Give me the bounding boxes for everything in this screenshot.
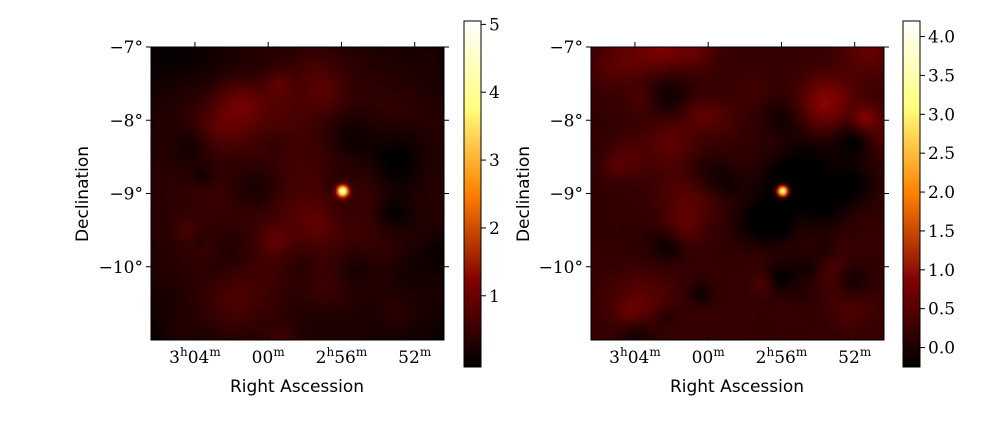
x-tick-minutes-unit: m (649, 345, 661, 359)
x-tick-label: 2h56m (756, 345, 808, 368)
sky-map-image-right (591, 47, 884, 340)
sky-map-panel-left: 3h04m 00m 2h56m 52m−7°−8°−9°−10° Right Asce… (73, 15, 500, 397)
x-tick-minutes-unit: m (420, 345, 432, 359)
sky-map-image-left (151, 47, 444, 340)
x-tick-label: 2h56m (316, 345, 368, 368)
colorbar-ticks-left: 1 2 3 4 5 (481, 15, 500, 307)
colorbar-ticks-right: 0.0 0.5 1.0 1.5 2.0 2.5 3.0 3.5 4.0 (920, 28, 955, 359)
x-tick-minutes-unit: m (273, 345, 285, 359)
y-tick-label: −7° (109, 38, 143, 58)
x-tick-hours: 3 (169, 348, 180, 368)
colorbar-tick-label: 3.0 (928, 105, 955, 125)
y-tick-label: −8° (549, 111, 583, 131)
x-tick-minutes: 52 (398, 348, 420, 368)
x-tick-hours-unit: h (620, 345, 628, 359)
colorbar-tick-label: 0.5 (928, 300, 955, 320)
x-axis-title-left: Right Ascession (230, 377, 364, 397)
colorbar-tick-label: 1.0 (928, 261, 955, 281)
y-axis-title-left: Declination (73, 146, 93, 242)
colorbar-right (902, 20, 921, 368)
colorbar-tick-label: 5 (489, 15, 500, 35)
x-tick-label: 52m (838, 345, 872, 368)
x-tick-hours: 2 (756, 348, 767, 368)
axis-ticks-left: 3h04m 00m 2h56m 52m−7°−8°−9°−10° (99, 38, 449, 368)
y-tick-label: −9° (109, 185, 143, 205)
x-tick-minutes-unit: m (356, 345, 368, 359)
x-tick-minutes-unit: m (796, 345, 808, 359)
colorbar-left (463, 20, 482, 368)
colorbar-tick-label: 3.5 (928, 66, 955, 86)
colorbar-tick-label: 4 (489, 83, 500, 103)
y-tick-label: −8° (109, 111, 143, 131)
colorbar-tick-label: 4.0 (928, 28, 955, 48)
colorbar-tick-label: 1 (489, 287, 500, 307)
x-tick-minutes: 04 (188, 348, 210, 368)
x-tick-minutes: 00 (692, 348, 714, 368)
x-tick-hours-unit: h (180, 345, 188, 359)
x-tick-minutes-unit: m (860, 345, 872, 359)
colorbar-tick-label: 1.5 (928, 222, 955, 242)
x-tick-hours: 3 (609, 348, 620, 368)
x-tick-minutes-unit: m (713, 345, 725, 359)
x-tick-label: 3h04m (609, 345, 661, 368)
x-axis-title-right: Right Ascession (670, 377, 804, 397)
x-tick-label: 00m (692, 345, 726, 368)
x-tick-label: 00m (252, 345, 286, 368)
x-tick-minutes: 04 (628, 348, 650, 368)
x-tick-hours: 2 (316, 348, 327, 368)
x-tick-minutes: 56 (774, 348, 796, 368)
sky-map-panel-right: 3h04m 00m 2h56m 52m−7°−8°−9°−10° Right Asce… (514, 20, 955, 397)
x-tick-minutes: 56 (334, 348, 356, 368)
axis-ticks-right: 3h04m 00m 2h56m 52m−7°−8°−9°−10° (539, 38, 889, 368)
x-tick-label: 52m (398, 345, 432, 368)
colorbar-tick-label: 2 (489, 219, 500, 239)
x-tick-label: 3h04m (169, 345, 221, 368)
y-tick-label: −7° (549, 38, 583, 58)
x-tick-hours-unit: h (766, 345, 774, 359)
colorbar-tick-label: 2.5 (928, 144, 955, 164)
colorbar-tick-label: 3 (489, 151, 500, 171)
y-tick-label: −10° (99, 258, 143, 278)
x-tick-minutes-unit: m (209, 345, 221, 359)
x-tick-minutes: 52 (838, 348, 860, 368)
y-axis-title-right: Declination (514, 146, 534, 242)
y-tick-label: −9° (549, 185, 583, 205)
y-tick-label: −10° (539, 258, 583, 278)
colorbar-tick-label: 0.0 (928, 339, 955, 359)
x-tick-hours-unit: h (326, 345, 334, 359)
colorbar-tick-label: 2.0 (928, 183, 955, 203)
x-tick-minutes: 00 (252, 348, 274, 368)
